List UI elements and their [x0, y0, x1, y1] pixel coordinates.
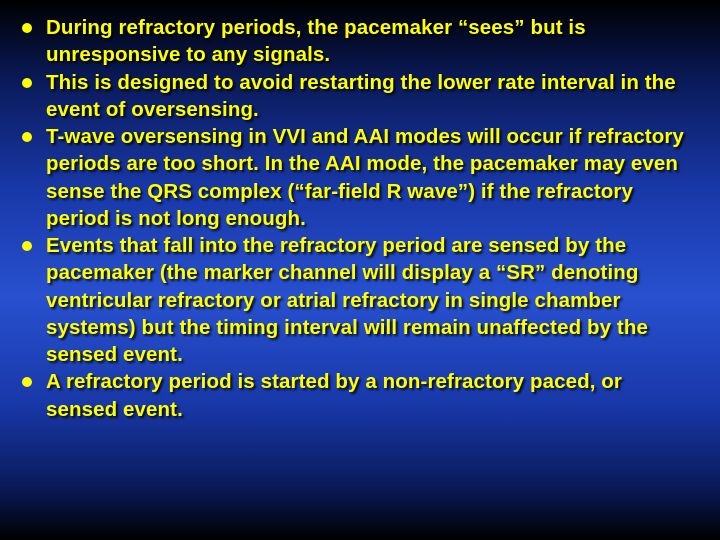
bullet-text: T-wave oversensing in VVI and AAI modes …	[46, 123, 696, 232]
bullet-icon	[22, 78, 32, 88]
bullet-text: This is designed to avoid restarting the…	[46, 69, 696, 124]
list-item: This is designed to avoid restarting the…	[20, 69, 696, 124]
list-item: Events that fall into the refractory per…	[20, 232, 696, 368]
bullet-text: During refractory periods, the pacemaker…	[46, 14, 696, 69]
list-item: T-wave oversensing in VVI and AAI modes …	[20, 123, 696, 232]
bullet-text: Events that fall into the refractory per…	[46, 232, 696, 368]
list-item: A refractory period is started by a non-…	[20, 368, 696, 423]
bullet-icon	[22, 377, 32, 387]
bullet-icon	[22, 23, 32, 33]
bullet-list: During refractory periods, the pacemaker…	[20, 14, 696, 423]
bullet-text: A refractory period is started by a non-…	[46, 368, 696, 423]
slide-container: During refractory periods, the pacemaker…	[0, 0, 720, 540]
bullet-icon	[22, 132, 32, 142]
list-item: During refractory periods, the pacemaker…	[20, 14, 696, 69]
bullet-icon	[22, 241, 32, 251]
